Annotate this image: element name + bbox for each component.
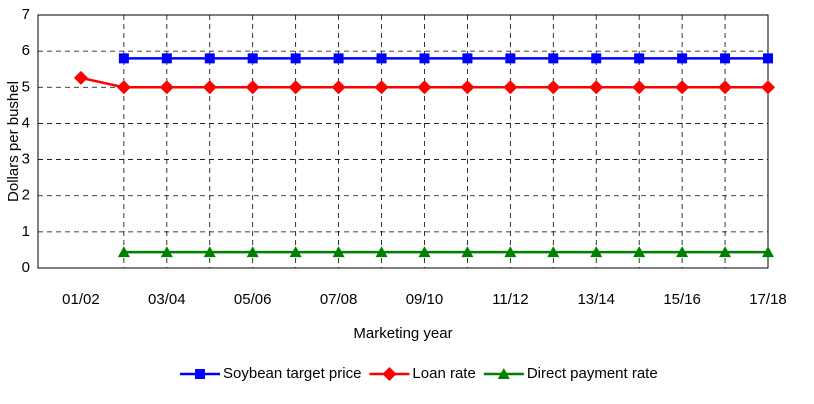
- point: [290, 53, 301, 64]
- x-tick-label: 09/10: [406, 291, 444, 308]
- point: [331, 80, 346, 95]
- point: [632, 80, 647, 95]
- point: [460, 80, 475, 95]
- point: [375, 246, 388, 258]
- point: [247, 53, 258, 64]
- y-tick-label: 7: [22, 6, 30, 23]
- point: [73, 70, 88, 85]
- point: [204, 53, 215, 64]
- point: [202, 80, 217, 95]
- point: [548, 53, 559, 64]
- point: [116, 80, 131, 95]
- point: [117, 246, 130, 258]
- legend-label: Soybean target price: [223, 365, 361, 382]
- point: [419, 53, 430, 64]
- legend-label: Direct payment rate: [527, 365, 658, 382]
- point: [376, 53, 387, 64]
- y-tick-label: 5: [22, 78, 30, 95]
- y-tick-label: 3: [22, 151, 30, 168]
- point: [374, 80, 389, 95]
- point: [675, 80, 690, 95]
- point: [246, 246, 259, 258]
- point: [676, 246, 689, 258]
- point: [505, 53, 516, 64]
- point: [591, 53, 602, 64]
- point: [546, 80, 561, 95]
- legend-marker: [195, 369, 205, 379]
- point: [333, 53, 344, 64]
- point: [762, 246, 774, 258]
- point: [589, 80, 604, 95]
- point: [159, 80, 174, 95]
- point: [332, 246, 345, 258]
- point: [161, 53, 172, 64]
- point: [203, 246, 216, 258]
- point: [504, 246, 517, 258]
- point: [461, 246, 474, 258]
- plot-frame: [37, 14, 769, 269]
- point: [633, 246, 646, 258]
- point: [634, 53, 645, 64]
- x-tick-label: 17/18: [749, 291, 787, 308]
- point: [160, 246, 173, 258]
- x-tick-label: 05/06: [234, 291, 272, 308]
- point: [763, 53, 773, 64]
- point: [245, 80, 260, 95]
- y-axis-label: Dollars per bushel: [5, 81, 22, 202]
- point: [720, 53, 731, 64]
- x-axis-label: Marketing year: [353, 325, 452, 342]
- point: [590, 246, 603, 258]
- x-tick-label: 01/02: [62, 291, 100, 308]
- point: [418, 246, 431, 258]
- x-tick-label: 07/08: [320, 291, 358, 308]
- x-tick-label: 13/14: [577, 291, 615, 308]
- x-tick-label: 11/12: [492, 291, 528, 308]
- y-tick-label: 4: [22, 114, 30, 131]
- x-tick-label: 15/16: [663, 291, 701, 308]
- point: [719, 246, 732, 258]
- point: [417, 80, 432, 95]
- y-tick-label: 2: [22, 187, 30, 204]
- point: [503, 80, 518, 95]
- point: [118, 53, 129, 64]
- point: [677, 53, 688, 64]
- legend-marker: [497, 368, 510, 379]
- y-tick-label: 6: [22, 42, 30, 59]
- y-tick-label: 0: [22, 259, 30, 276]
- y-tick-label: 1: [22, 223, 30, 240]
- point: [288, 80, 303, 95]
- point: [547, 246, 560, 258]
- point: [462, 53, 473, 64]
- x-tick-label: 03/04: [148, 291, 186, 308]
- point: [761, 80, 775, 95]
- legend-marker: [382, 367, 397, 381]
- legend-label: Loan rate: [412, 365, 475, 382]
- point: [289, 246, 302, 258]
- point: [718, 80, 733, 95]
